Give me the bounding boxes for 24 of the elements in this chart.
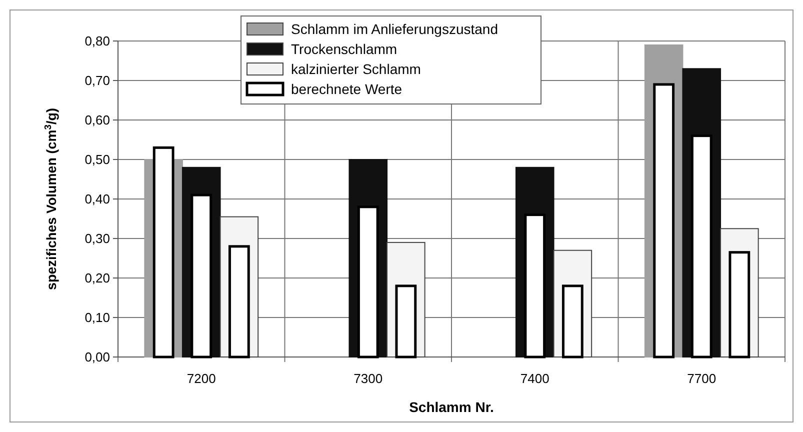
- y-tick-label: 0,50: [84, 152, 110, 168]
- x-axis-title: Schlamm Nr.: [409, 399, 494, 415]
- bar: [190, 194, 212, 358]
- x-tick-label: 7200: [186, 371, 216, 386]
- y-tick-label: 0,70: [84, 73, 110, 88]
- x-tick-label: 7700: [687, 371, 716, 386]
- bar: [357, 206, 379, 358]
- y-tick-label: 0,80: [84, 34, 110, 49]
- bar: [152, 146, 174, 358]
- y-tick-label: 0,20: [84, 270, 110, 286]
- y-tick-label: 0,30: [84, 231, 110, 246]
- x-tick-label: 7400: [520, 371, 550, 386]
- x-tick-label: 7300: [354, 371, 383, 386]
- y-tick-label: 0,00: [84, 350, 110, 365]
- y-tick-label: 0,40: [84, 192, 110, 207]
- legend-label: Schlamm im Anlieferungszustand: [291, 20, 498, 37]
- legend-label: kalzinierter Schlamm: [291, 60, 421, 77]
- bar: [690, 134, 712, 358]
- bar: [524, 214, 546, 358]
- legend-label: berechnete Werte: [291, 80, 402, 97]
- y-tick-label: 0,10: [84, 310, 110, 326]
- bar: [653, 83, 675, 358]
- legend-label: Trockenschlamm: [291, 40, 398, 57]
- y-tick-label: 0,60: [84, 112, 110, 128]
